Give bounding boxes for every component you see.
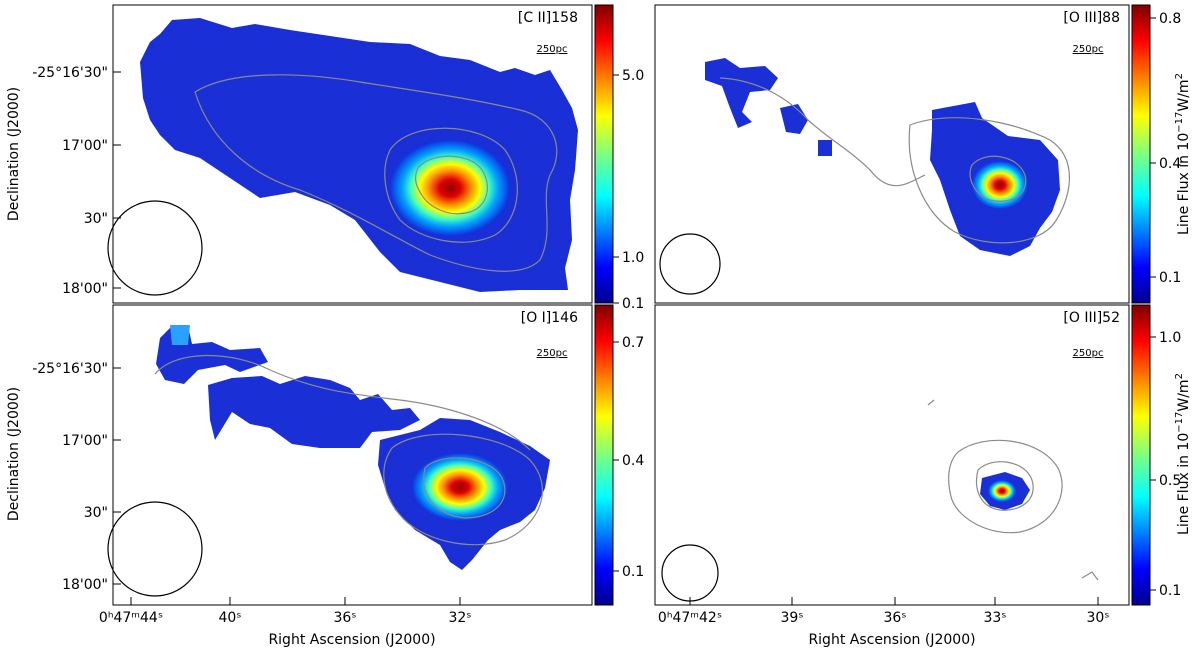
colorbar-tick: 0.5 — [1159, 473, 1181, 489]
contours — [154, 354, 543, 546]
emission-map — [140, 18, 578, 292]
ra-tick-label: 0ʰ47ᵐ44ˢ — [99, 610, 163, 626]
y-axis-label: Declination (J2000) — [6, 387, 22, 521]
emission-map — [980, 472, 1030, 510]
colorbar-label: Line Flux in 10−17W/m2 — [1174, 373, 1192, 535]
ra-tick-label: 0ʰ47ᵐ42ˢ — [658, 610, 722, 626]
panel-oi146: [O I]146 250pc 0.7 0.4 0.1 -25°16'30" 17… — [6, 304, 644, 648]
dec-tick-label: 30" — [84, 505, 108, 521]
colorbar-tick: 0.1 — [1159, 270, 1181, 286]
emission-map — [156, 325, 550, 570]
dec-tick-label: 30" — [84, 211, 108, 227]
scale-bar-label: 250pc — [1073, 348, 1104, 359]
ra-tick-label: 40ˢ — [218, 610, 241, 626]
x-ticks: 0ʰ47ᵐ44ˢ 40ˢ 36ˢ 32ˢ — [99, 597, 472, 626]
colorbar — [1131, 304, 1151, 606]
colorbar — [594, 304, 614, 606]
beam-circle — [661, 544, 719, 602]
dec-tick-label: -25°16'30" — [32, 65, 108, 81]
ra-tick-label: 30ˢ — [1086, 610, 1109, 626]
colorbar-tick: 0.7 — [622, 335, 644, 351]
beam-circle — [107, 501, 203, 597]
panel-title: [C II]158 — [518, 10, 578, 26]
colorbar — [594, 4, 614, 304]
x-axis-label: Right Ascension (J2000) — [268, 632, 435, 648]
colorbar-tick: 0.1 — [1159, 583, 1181, 599]
panel-oiii52: [O III]52 250pc 1.0 0.5 0.1 Line Flux in… — [654, 304, 1192, 648]
plot-frame — [654, 304, 1130, 606]
plot-frame — [112, 4, 593, 304]
y-axis-label: Declination (J2000) — [6, 87, 22, 221]
colorbar-tick: 1.0 — [1159, 330, 1181, 346]
emission-map — [705, 58, 1060, 256]
panel-title: [O III]88 — [1063, 10, 1120, 26]
panel-cii158: [C II]158 250pc 5.0 1.0 0.1 -25°16'30" 1… — [6, 4, 644, 312]
contours — [927, 399, 1099, 581]
panel-title: [O III]52 — [1063, 310, 1120, 326]
dec-tick-label: 18'00" — [62, 577, 108, 593]
panel-title: [O I]146 — [521, 310, 578, 326]
contours — [719, 77, 1071, 244]
y-ticks: -25°16'30" 17'00" 30" 18'00" — [32, 361, 121, 593]
scale-bar-label: 250pc — [537, 44, 568, 55]
x-axis-label: Right Ascension (J2000) — [808, 632, 975, 648]
dec-tick-label: 18'00" — [62, 281, 108, 297]
colorbar-tick: 0.1 — [622, 296, 644, 312]
beam-circle — [659, 233, 721, 295]
ra-tick-label: 32ˢ — [448, 610, 471, 626]
colorbar-tick: 0.4 — [1159, 156, 1181, 172]
plot-frame — [654, 4, 1130, 304]
ra-tick-label: 39ˢ — [780, 610, 803, 626]
ra-tick-label: 36ˢ — [883, 610, 906, 626]
colorbar-tick: 0.4 — [622, 453, 644, 469]
beam-circle — [107, 200, 203, 296]
colorbar-tick: 0.1 — [622, 564, 644, 580]
panel-oiii88: [O III]88 250pc 0.8 0.4 0.1 Line Flux in… — [654, 4, 1192, 304]
dec-tick-label: -25°16'30" — [32, 361, 108, 377]
y-ticks: -25°16'30" 17'00" 30" 18'00" — [32, 65, 121, 297]
plot-frame — [112, 304, 593, 606]
ra-tick-label: 36ˢ — [333, 610, 356, 626]
dec-tick-label: 17'00" — [62, 138, 108, 154]
colorbar-tick: 1.0 — [622, 250, 644, 266]
colorbar — [1131, 4, 1151, 304]
scale-bar-label: 250pc — [1073, 44, 1104, 55]
colorbar-label: Line Flux in 10−17W/m2 — [1174, 73, 1192, 235]
ra-tick-label: 33ˢ — [983, 610, 1006, 626]
x-ticks: 0ʰ47ᵐ42ˢ 39ˢ 36ˢ 33ˢ 30ˢ — [658, 597, 1110, 626]
colorbar-tick: 0.8 — [1159, 11, 1181, 27]
contours — [194, 74, 558, 272]
scale-bar-label: 250pc — [537, 348, 568, 359]
dec-tick-label: 17'00" — [62, 433, 108, 449]
colorbar-tick: 5.0 — [622, 68, 644, 84]
